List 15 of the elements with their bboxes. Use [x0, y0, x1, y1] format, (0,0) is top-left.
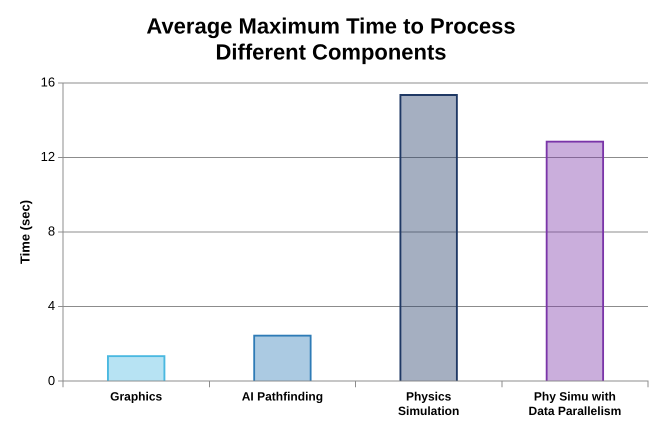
x-tick-label: Physics Simulation: [398, 390, 460, 418]
y-axis-title: Time (sec): [17, 200, 32, 264]
x-tick-label: Graphics: [110, 390, 163, 404]
bar: [253, 334, 312, 381]
y-tick-label: 16: [40, 74, 56, 90]
x-tick-label: AI Pathfinding: [242, 390, 324, 404]
y-tick-label: 8: [48, 224, 56, 239]
bar: [546, 140, 604, 381]
chart-title: Average Maximum Time to Process Different Components: [146, 13, 516, 65]
bar: [106, 355, 166, 381]
y-tick-label: 0: [48, 372, 56, 388]
bar: [399, 94, 458, 381]
y-tick-label: 12: [40, 148, 56, 164]
y-tick-label: 4: [48, 298, 56, 314]
x-tick-label: Phy Simu with Data Parallelism: [528, 390, 622, 418]
